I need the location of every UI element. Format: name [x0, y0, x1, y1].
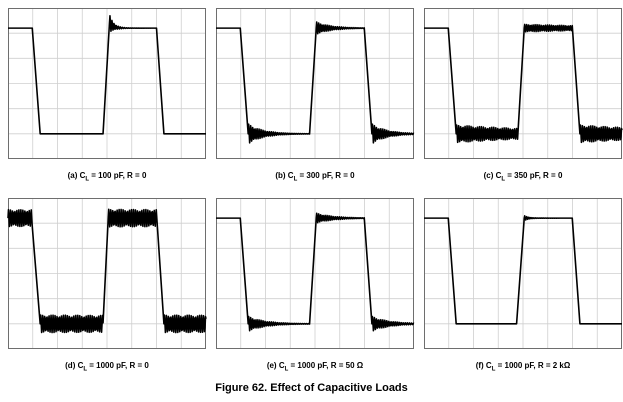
scope-plot-b: [215, 8, 415, 159]
scope-panel-f: [423, 198, 623, 349]
scope-frame: [424, 198, 622, 349]
waveform-trace: [215, 212, 415, 332]
grid: [8, 8, 206, 159]
caption-e: (e) CL = 1000 pF, R = 50 Ω: [266, 361, 364, 373]
scope-plot-c: [423, 8, 623, 159]
scope-plot-f: [423, 198, 623, 349]
caption-d: (d) CL = 1000 pF, R = 0: [65, 361, 149, 373]
scope-panel-d: [7, 198, 207, 349]
grid: [424, 198, 622, 349]
waveform-trace: [7, 14, 207, 135]
scope-panel-a: [7, 8, 207, 159]
scope-frame: [216, 8, 414, 159]
scope-panel-c: [423, 8, 623, 159]
waveform-trace: [7, 208, 207, 334]
waveform-trace: [423, 23, 623, 144]
scope-plot-a: [7, 8, 207, 159]
scope-panel-b: [215, 8, 415, 159]
figure-title: Figure 62. Effect of Capacitive Loads: [215, 382, 408, 394]
caption-b: (b) CL = 300 pF, R = 0: [275, 171, 355, 183]
caption-c: (c) CL = 350 pF, R = 0: [483, 171, 563, 183]
scope-plot-e: [215, 198, 415, 349]
caption-f: (f) CL = 1000 pF, R = 2 kΩ: [475, 361, 571, 373]
scope-frame: [8, 198, 206, 349]
caption-a: (a) CL = 100 pF, R = 0: [67, 171, 147, 183]
scope-frame: [216, 198, 414, 349]
scope-frame: [8, 8, 206, 159]
waveform-trace: [423, 215, 623, 325]
scope-panel-e: [215, 198, 415, 349]
scope-frame: [424, 8, 622, 159]
scope-plot-d: [7, 198, 207, 349]
waveform-trace: [215, 21, 415, 144]
